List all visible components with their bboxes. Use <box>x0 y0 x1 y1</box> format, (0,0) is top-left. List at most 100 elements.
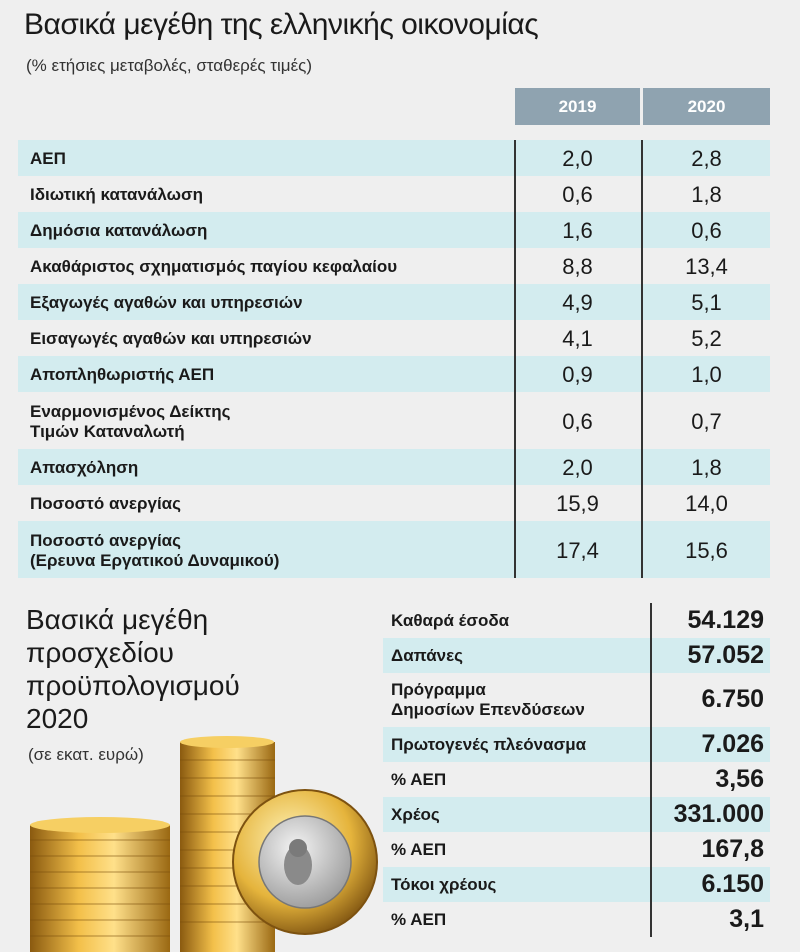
row-label-line: Απασχόληση <box>30 458 139 477</box>
coin-stack-left <box>30 817 170 952</box>
row-label-line: Δημόσια κατανάλωση <box>30 221 208 240</box>
row-label: Ποσοστό ανεργίας <box>30 494 181 514</box>
budget-label-line: % ΑΕΠ <box>391 839 447 859</box>
row-label-line: Ποσοστό ανεργίας <box>30 530 181 550</box>
budget-row: Πρόγραμμα Δημοσίων Επενδύσεων 6.750 <box>383 673 770 727</box>
cell-value: 15,9 <box>556 491 599 516</box>
budget-title-line: 2020 <box>26 703 89 734</box>
cell-value: 0,9 <box>562 362 593 387</box>
column-divider <box>514 140 516 578</box>
row-label: Ποσοστό ανεργίας (Ερευνα Εργατικού Δυναμι… <box>30 531 279 571</box>
budget-value: 57.052 <box>687 640 764 669</box>
budget-value: 3,1 <box>729 904 764 933</box>
row-label: Δημόσια κατανάλωση <box>30 221 207 241</box>
cell-value: 2,8 <box>691 146 722 171</box>
table-row: Ιδιωτική κατανάλωση 0,6 1,8 <box>18 176 770 212</box>
row-label-line: Ακαθάριστος σχηματισμός παγίου κεφαλαίου <box>30 257 398 276</box>
budget-label: Χρέος <box>391 805 440 825</box>
row-label-line: Εισαγωγές αγαθών και υπηρεσιών <box>30 329 312 348</box>
budget-value: 54.129 <box>687 605 764 634</box>
budget-row: Δαπάνες 57.052 <box>383 638 770 673</box>
row-label: Αποπληθωριστής ΑΕΠ <box>30 365 214 385</box>
budget-label: % ΑΕΠ <box>391 910 446 930</box>
budget-value: 6.150 <box>701 869 764 898</box>
cell-value: 2,0 <box>562 455 593 480</box>
cell-value: 0,6 <box>691 218 722 243</box>
cell-value: 2,0 <box>562 146 593 171</box>
row-label-line: Εναρμονισμένος Δείκτης <box>30 401 231 421</box>
cell-value: 5,1 <box>691 290 722 315</box>
budget-label-line: Χρέος <box>391 804 440 824</box>
row-label-line: Ιδιωτική κατανάλωση <box>30 185 203 204</box>
table-row: Εξαγωγές αγαθών και υπηρεσιών 4,9 5,1 <box>18 284 770 320</box>
euro-coin <box>232 789 378 935</box>
column-divider <box>650 603 652 937</box>
cell-value: 14,0 <box>685 491 728 516</box>
budget-row: Τόκοι χρέους 6.150 <box>383 867 770 902</box>
budget-label-line: Πρόγραμμα <box>391 680 486 699</box>
row-label: ΑΕΠ <box>30 149 66 169</box>
row-label: Ακαθάριστος σχηματισμός παγίου κεφαλαίου <box>30 257 397 277</box>
cell-value: 5,2 <box>691 326 722 351</box>
budget-label-line: Δημοσίων Επενδύσεων <box>391 700 585 719</box>
budget-row: Χρέος 331.000 <box>383 797 770 832</box>
budget-title-line: προσχεδίου <box>26 637 174 668</box>
budget-row: Καθαρά έσοδα 54.129 <box>383 603 770 638</box>
budget-value: 331.000 <box>673 799 764 828</box>
subtitle: (% ετήσιες μεταβολές, σταθερές τιμές) <box>26 56 313 75</box>
budget-title: Βασικά μεγέθη προσχεδίου προϋπολογισμού 202… <box>26 603 240 735</box>
budget-label-line: Τόκοι χρέους <box>391 874 497 894</box>
table-row: Εναρμονισμένος Δείκτης Τιμών Καταναλωτή 0,… <box>18 392 770 449</box>
budget-value: 3,56 <box>715 764 764 793</box>
budget-label: Καθαρά έσοδα <box>391 611 509 631</box>
table-row: Απασχόληση 2,0 1,8 <box>18 449 770 485</box>
row-label-line: ΑΕΠ <box>30 149 66 168</box>
cell-value: 1,8 <box>691 455 722 480</box>
cell-value: 4,1 <box>562 326 593 351</box>
budget-row: % ΑΕΠ 167,8 <box>383 832 770 867</box>
budget-row: % ΑΕΠ 3,56 <box>383 762 770 797</box>
row-label-line: (Ερευνα Εργατικού Δυναμικού) <box>30 550 280 570</box>
row-label-line: Τιμών Καταναλωτή <box>30 421 185 441</box>
column-header: 2019 <box>515 88 640 125</box>
table-row: Δημόσια κατανάλωση 1,6 0,6 <box>18 212 770 248</box>
cell-value: 0,6 <box>562 182 593 207</box>
cell-value: 15,6 <box>685 537 728 563</box>
row-label: Εξαγωγές αγαθών και υπηρεσιών <box>30 293 303 313</box>
row-label-line: Ποσοστό ανεργίας <box>30 494 181 513</box>
table-row: Ποσοστό ανεργίας 15,9 14,0 <box>18 485 770 521</box>
budget-label: Δαπάνες <box>391 646 463 666</box>
cell-value: 0,7 <box>691 408 722 434</box>
table-row: Ποσοστό ανεργίας (Ερευνα Εργατικού Δυναμι… <box>18 521 770 578</box>
budget-label: Πρόγραμμα Δημοσίων Επενδύσεων <box>391 680 585 720</box>
cell-value: 0,6 <box>562 408 593 434</box>
budget-title-line: Βασικά μεγέθη <box>26 604 209 635</box>
budget-label-line: Πρωτογενές πλεόνασμα <box>391 734 587 754</box>
cell-value: 1,6 <box>562 218 593 243</box>
budget-label-line: % ΑΕΠ <box>391 909 447 929</box>
budget-label: % ΑΕΠ <box>391 770 446 790</box>
title: Βασικά μεγέθη της ελληνικής οικονομίας <box>24 8 539 41</box>
cell-value: 8,8 <box>562 254 593 279</box>
row-label: Εισαγωγές αγαθών και υπηρεσιών <box>30 329 312 349</box>
budget-subtitle: (σε εκατ. ευρώ) <box>28 745 144 764</box>
column-header: 2020 <box>643 88 770 125</box>
row-label: Απασχόληση <box>30 458 138 478</box>
budget-value: 6.750 <box>701 685 764 713</box>
budget-value: 7.026 <box>701 729 764 758</box>
budget-label-line: Δαπάνες <box>391 645 464 665</box>
table-row: Εισαγωγές αγαθών και υπηρεσιών 4,1 5,2 <box>18 320 770 356</box>
budget-label: Τόκοι χρέους <box>391 875 496 895</box>
cell-value: 1,0 <box>691 362 722 387</box>
budget-value: 167,8 <box>701 834 764 863</box>
row-label: Εναρμονισμένος Δείκτης Τιμών Καταναλωτή <box>30 402 231 442</box>
cell-value: 13,4 <box>685 254 728 279</box>
budget-title-line: προϋπολογισμού <box>26 670 240 701</box>
table-row: ΑΕΠ 2,0 2,8 <box>18 140 770 176</box>
coins-illustration <box>30 736 378 952</box>
row-label: Ιδιωτική κατανάλωση <box>30 185 203 205</box>
budget-row: Πρωτογενές πλεόνασμα 7.026 <box>383 727 770 762</box>
budget-row: % ΑΕΠ 3,1 <box>383 902 770 937</box>
budget-label: Πρωτογενές πλεόνασμα <box>391 735 586 755</box>
